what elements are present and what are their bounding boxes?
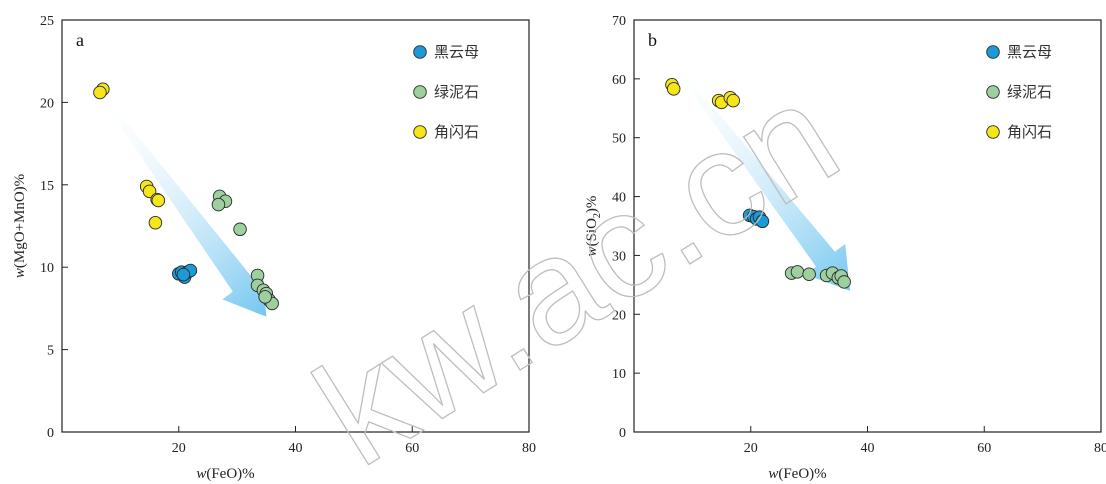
legend-marker-chlorite bbox=[413, 85, 427, 99]
y-tick-label: 25 bbox=[40, 14, 54, 29]
y-tick-label: 60 bbox=[612, 73, 626, 88]
y-tick-label: 20 bbox=[40, 96, 54, 111]
legend-marker-biotite bbox=[986, 45, 1000, 59]
legend-marker-amphibole bbox=[986, 125, 1000, 139]
data-point-biotite bbox=[755, 214, 770, 229]
data-point-amphibole bbox=[142, 184, 157, 199]
y-tick-label: 40 bbox=[612, 191, 626, 206]
data-point-amphibole bbox=[93, 85, 107, 100]
trend-arrow bbox=[98, 91, 267, 317]
legend-label: 角闪石 bbox=[1007, 123, 1052, 141]
x-tick-label: 60 bbox=[405, 441, 419, 456]
x-tick-label: 80 bbox=[522, 441, 536, 456]
y-tick-label: 5 bbox=[47, 344, 54, 359]
legend-label: 角闪石 bbox=[434, 123, 479, 141]
y-tick-label: 10 bbox=[612, 367, 626, 382]
y-axis-title: w(MgO+MnO)% bbox=[12, 174, 28, 278]
x-tick-label: 20 bbox=[172, 441, 186, 456]
panel-label: a bbox=[76, 30, 84, 50]
legend-marker-amphibole bbox=[413, 125, 427, 139]
y-tick-label: 30 bbox=[612, 249, 626, 264]
x-tick-label: 40 bbox=[861, 441, 875, 456]
watermark: kw.ac.cn bbox=[288, 50, 865, 484]
y-tick-label: 15 bbox=[40, 179, 54, 194]
legend-marker-chlorite bbox=[986, 85, 1000, 99]
x-tick-label: 80 bbox=[1094, 441, 1106, 456]
legend-label: 绿泥石 bbox=[1007, 83, 1052, 101]
data-point-amphibole bbox=[666, 82, 681, 96]
trend-arrow-shape bbox=[670, 59, 850, 291]
chart-panel-b: 20 40 60 80 0 10 20 30 40 50 60 70 w(FeO)% w(SiO2)% b 黑… bbox=[584, 14, 1106, 482]
data-point-chlorite bbox=[837, 275, 851, 289]
data-point-chlorite bbox=[211, 197, 226, 212]
y-tick-label: 50 bbox=[612, 132, 626, 147]
legend-label: 绿泥石 bbox=[434, 83, 479, 101]
y-axis-title: w(SiO2)% bbox=[584, 196, 603, 257]
trend-arrow-shape bbox=[98, 91, 267, 317]
data-point-chlorite bbox=[233, 222, 247, 237]
y-tick-label: 70 bbox=[612, 14, 626, 29]
chart-panel-a: 20 40 60 80 0 5 10 15 20 25 w(FeO)% w(MgO+MnO)% a 黑云母… bbox=[12, 14, 536, 482]
y-tick-label: 10 bbox=[40, 261, 54, 276]
data-point-amphibole bbox=[148, 215, 163, 230]
data-point-chlorite bbox=[790, 265, 805, 279]
data-point-amphibole bbox=[151, 193, 166, 208]
legend-marker-biotite bbox=[413, 45, 427, 59]
x-tick-label: 40 bbox=[289, 441, 303, 456]
trend-arrow bbox=[670, 59, 850, 291]
x-tick-label: 60 bbox=[977, 441, 991, 456]
legend-label: 黑云母 bbox=[434, 43, 479, 61]
y-tick-label: 20 bbox=[612, 308, 626, 323]
data-point-chlorite bbox=[802, 267, 816, 282]
data-point-biotite bbox=[176, 267, 191, 282]
data-point-chlorite bbox=[258, 290, 272, 304]
y-tick-label: 0 bbox=[47, 426, 54, 441]
x-axis-title: w(FeO)% bbox=[196, 466, 254, 482]
legend-label: 黑云母 bbox=[1007, 43, 1052, 61]
data-point-amphibole bbox=[726, 93, 740, 108]
x-axis-title: w(FeO)% bbox=[768, 466, 826, 482]
y-tick-label: 0 bbox=[619, 426, 626, 441]
x-tick-label: 20 bbox=[744, 441, 758, 456]
panel-label: b bbox=[648, 30, 657, 50]
